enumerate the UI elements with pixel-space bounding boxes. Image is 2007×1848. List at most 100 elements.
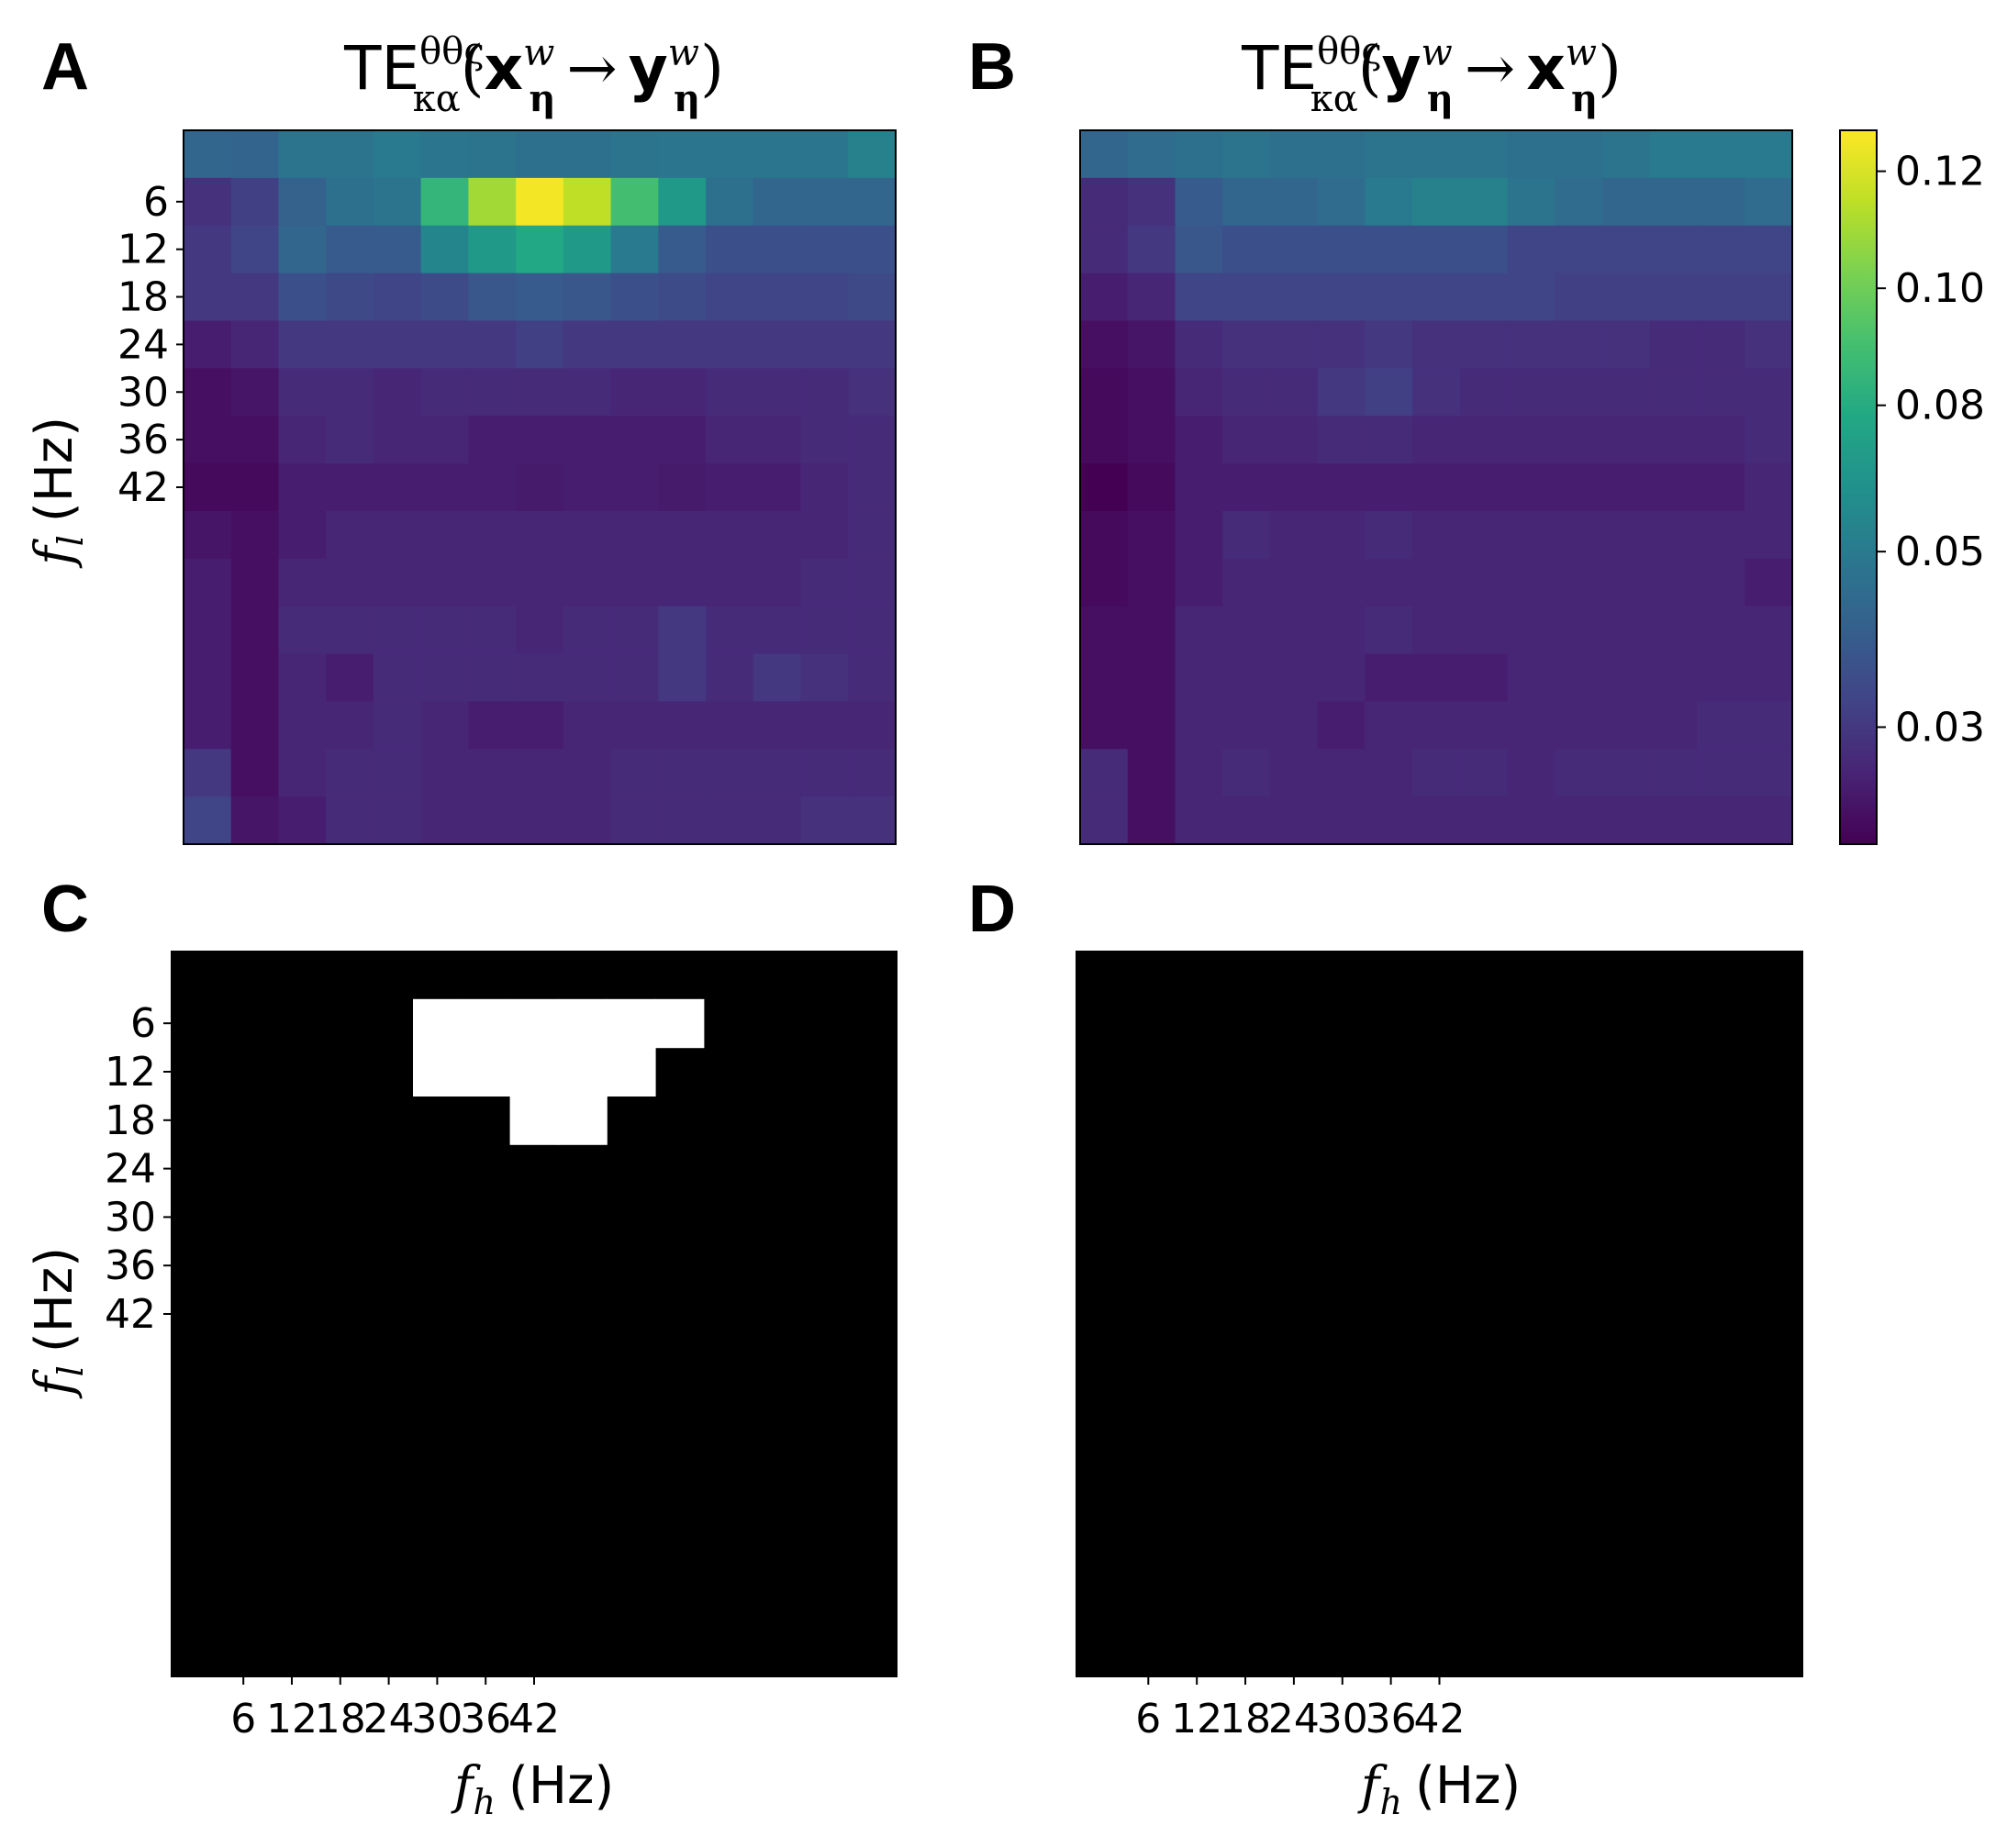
panel-a-cell — [800, 701, 849, 750]
panel-b-cell — [1555, 796, 1603, 845]
panel-a-cell — [230, 653, 280, 702]
panel-a-cell — [230, 749, 280, 797]
panel-a-cell — [800, 130, 849, 179]
panel-a-cell — [516, 416, 564, 464]
panel-b-cell — [1222, 701, 1271, 750]
panel-a-cell — [373, 653, 422, 702]
panel-a-cell — [658, 320, 707, 369]
panel-a-cell — [706, 273, 754, 322]
panel-b-cell — [1697, 606, 1745, 655]
panel-b-cell — [1745, 606, 1793, 655]
panel-a-cell — [230, 701, 280, 750]
panel-b-cell — [1365, 368, 1413, 417]
panel-b-cell — [1507, 558, 1555, 607]
panel-b-cell — [1317, 749, 1366, 797]
panel-b-cell — [1459, 177, 1509, 227]
panel-a-cell — [753, 463, 802, 512]
panel-a-cell — [373, 177, 422, 227]
panel-b-cell — [1317, 225, 1366, 274]
panel-b-cell — [1412, 463, 1461, 512]
panel-b-cell — [1602, 606, 1651, 655]
panel-a-cell — [658, 558, 707, 607]
panel-b-cell — [1697, 558, 1745, 607]
panel-a-cell — [373, 606, 422, 655]
panel-a-ytick-label: 6 — [143, 179, 169, 226]
panel-b-cell — [1080, 701, 1129, 750]
panel-a-cell — [373, 510, 422, 560]
panel-a-cell — [610, 653, 659, 702]
panel-b-cell — [1649, 653, 1699, 702]
panel-a-cell — [848, 177, 897, 227]
colorbar-tick-label: 0.08 — [1895, 383, 1985, 429]
panel-a-cell — [420, 463, 469, 512]
panel-a-cell — [184, 796, 232, 845]
panel-b-cell — [1697, 177, 1745, 227]
panel-b-cell — [1555, 510, 1603, 560]
panel-a-cell — [420, 749, 469, 797]
panel-c-significant-cell — [558, 1096, 608, 1145]
panel-a-cell — [326, 130, 374, 179]
panel-c-xlabel: fh (Hz) — [451, 1756, 614, 1822]
panel-b-cell — [1175, 416, 1223, 464]
panel-b-cell — [1080, 416, 1129, 464]
panel-a-cell — [278, 558, 327, 607]
panel-b-cell — [1412, 225, 1461, 274]
panel-b-cell — [1365, 463, 1413, 512]
panel-b-cell — [1080, 273, 1129, 322]
panel-b-cell — [1507, 273, 1555, 322]
panel-a-cell — [563, 558, 612, 607]
panel-b-cell — [1649, 177, 1699, 227]
panel-a-cell — [706, 368, 754, 417]
panel-a-cell — [610, 701, 659, 750]
panel-b-cell — [1175, 558, 1223, 607]
panel-b-cell — [1507, 416, 1555, 464]
colorbar-tick-label: 0.10 — [1895, 265, 1985, 312]
panel-a-cell — [230, 796, 280, 845]
panel-a-cell — [753, 606, 802, 655]
panel-a-cell — [658, 749, 707, 797]
panel-b-cell — [1745, 130, 1793, 179]
panel-a-cell — [800, 749, 849, 797]
panel-d-xtick-label: 18 — [1220, 1696, 1271, 1742]
panel-a-cell — [610, 606, 659, 655]
panel-a-cell — [848, 416, 897, 464]
panel-a-cell — [326, 273, 374, 322]
panel-d-xtick-label: 6 — [1135, 1696, 1161, 1742]
panel-a-cell — [516, 273, 564, 322]
panel-a-cell — [563, 701, 612, 750]
panel-a-cell — [800, 463, 849, 512]
panel-a-cell — [420, 225, 469, 274]
panel-b-cell — [1745, 463, 1793, 512]
panel-a-cell — [184, 273, 232, 322]
panel-a-cell — [326, 796, 374, 845]
panel-a-cell — [230, 606, 280, 655]
panel-b-cell — [1127, 463, 1176, 512]
panel-b-cell — [1697, 510, 1745, 560]
panel-b-cell — [1412, 796, 1461, 845]
panel-a-cell — [516, 606, 564, 655]
panel-a-cell — [184, 606, 232, 655]
panel-c-xtick-label: 30 — [411, 1696, 463, 1742]
panel-a-cell — [468, 273, 517, 322]
panel-a-cell — [753, 653, 802, 702]
panel-a-cell — [373, 130, 422, 179]
panel-b-cell — [1412, 510, 1461, 560]
panel-c-ylabel: fl(Hz) — [25, 1247, 91, 1399]
panel-a-cell — [610, 320, 659, 369]
panel-a-cell — [658, 177, 707, 227]
panel-a-cell — [658, 606, 707, 655]
panel-b-cell — [1269, 225, 1319, 274]
panel-d-xtick-label: 24 — [1268, 1696, 1320, 1742]
panel-a-ytick-label: 42 — [117, 464, 169, 511]
panel-a-cell — [563, 130, 612, 179]
panel-a-cell — [373, 796, 422, 845]
panel-a-cell — [563, 320, 612, 369]
panel-b-cell — [1175, 225, 1223, 274]
panel-a-cell — [468, 510, 517, 560]
panel-b-cell — [1127, 225, 1176, 274]
panel-b-cell — [1602, 273, 1651, 322]
panel-a-cell — [800, 558, 849, 607]
panel-a-ytick-label: 24 — [117, 321, 169, 368]
panel-a-cell — [278, 177, 327, 227]
